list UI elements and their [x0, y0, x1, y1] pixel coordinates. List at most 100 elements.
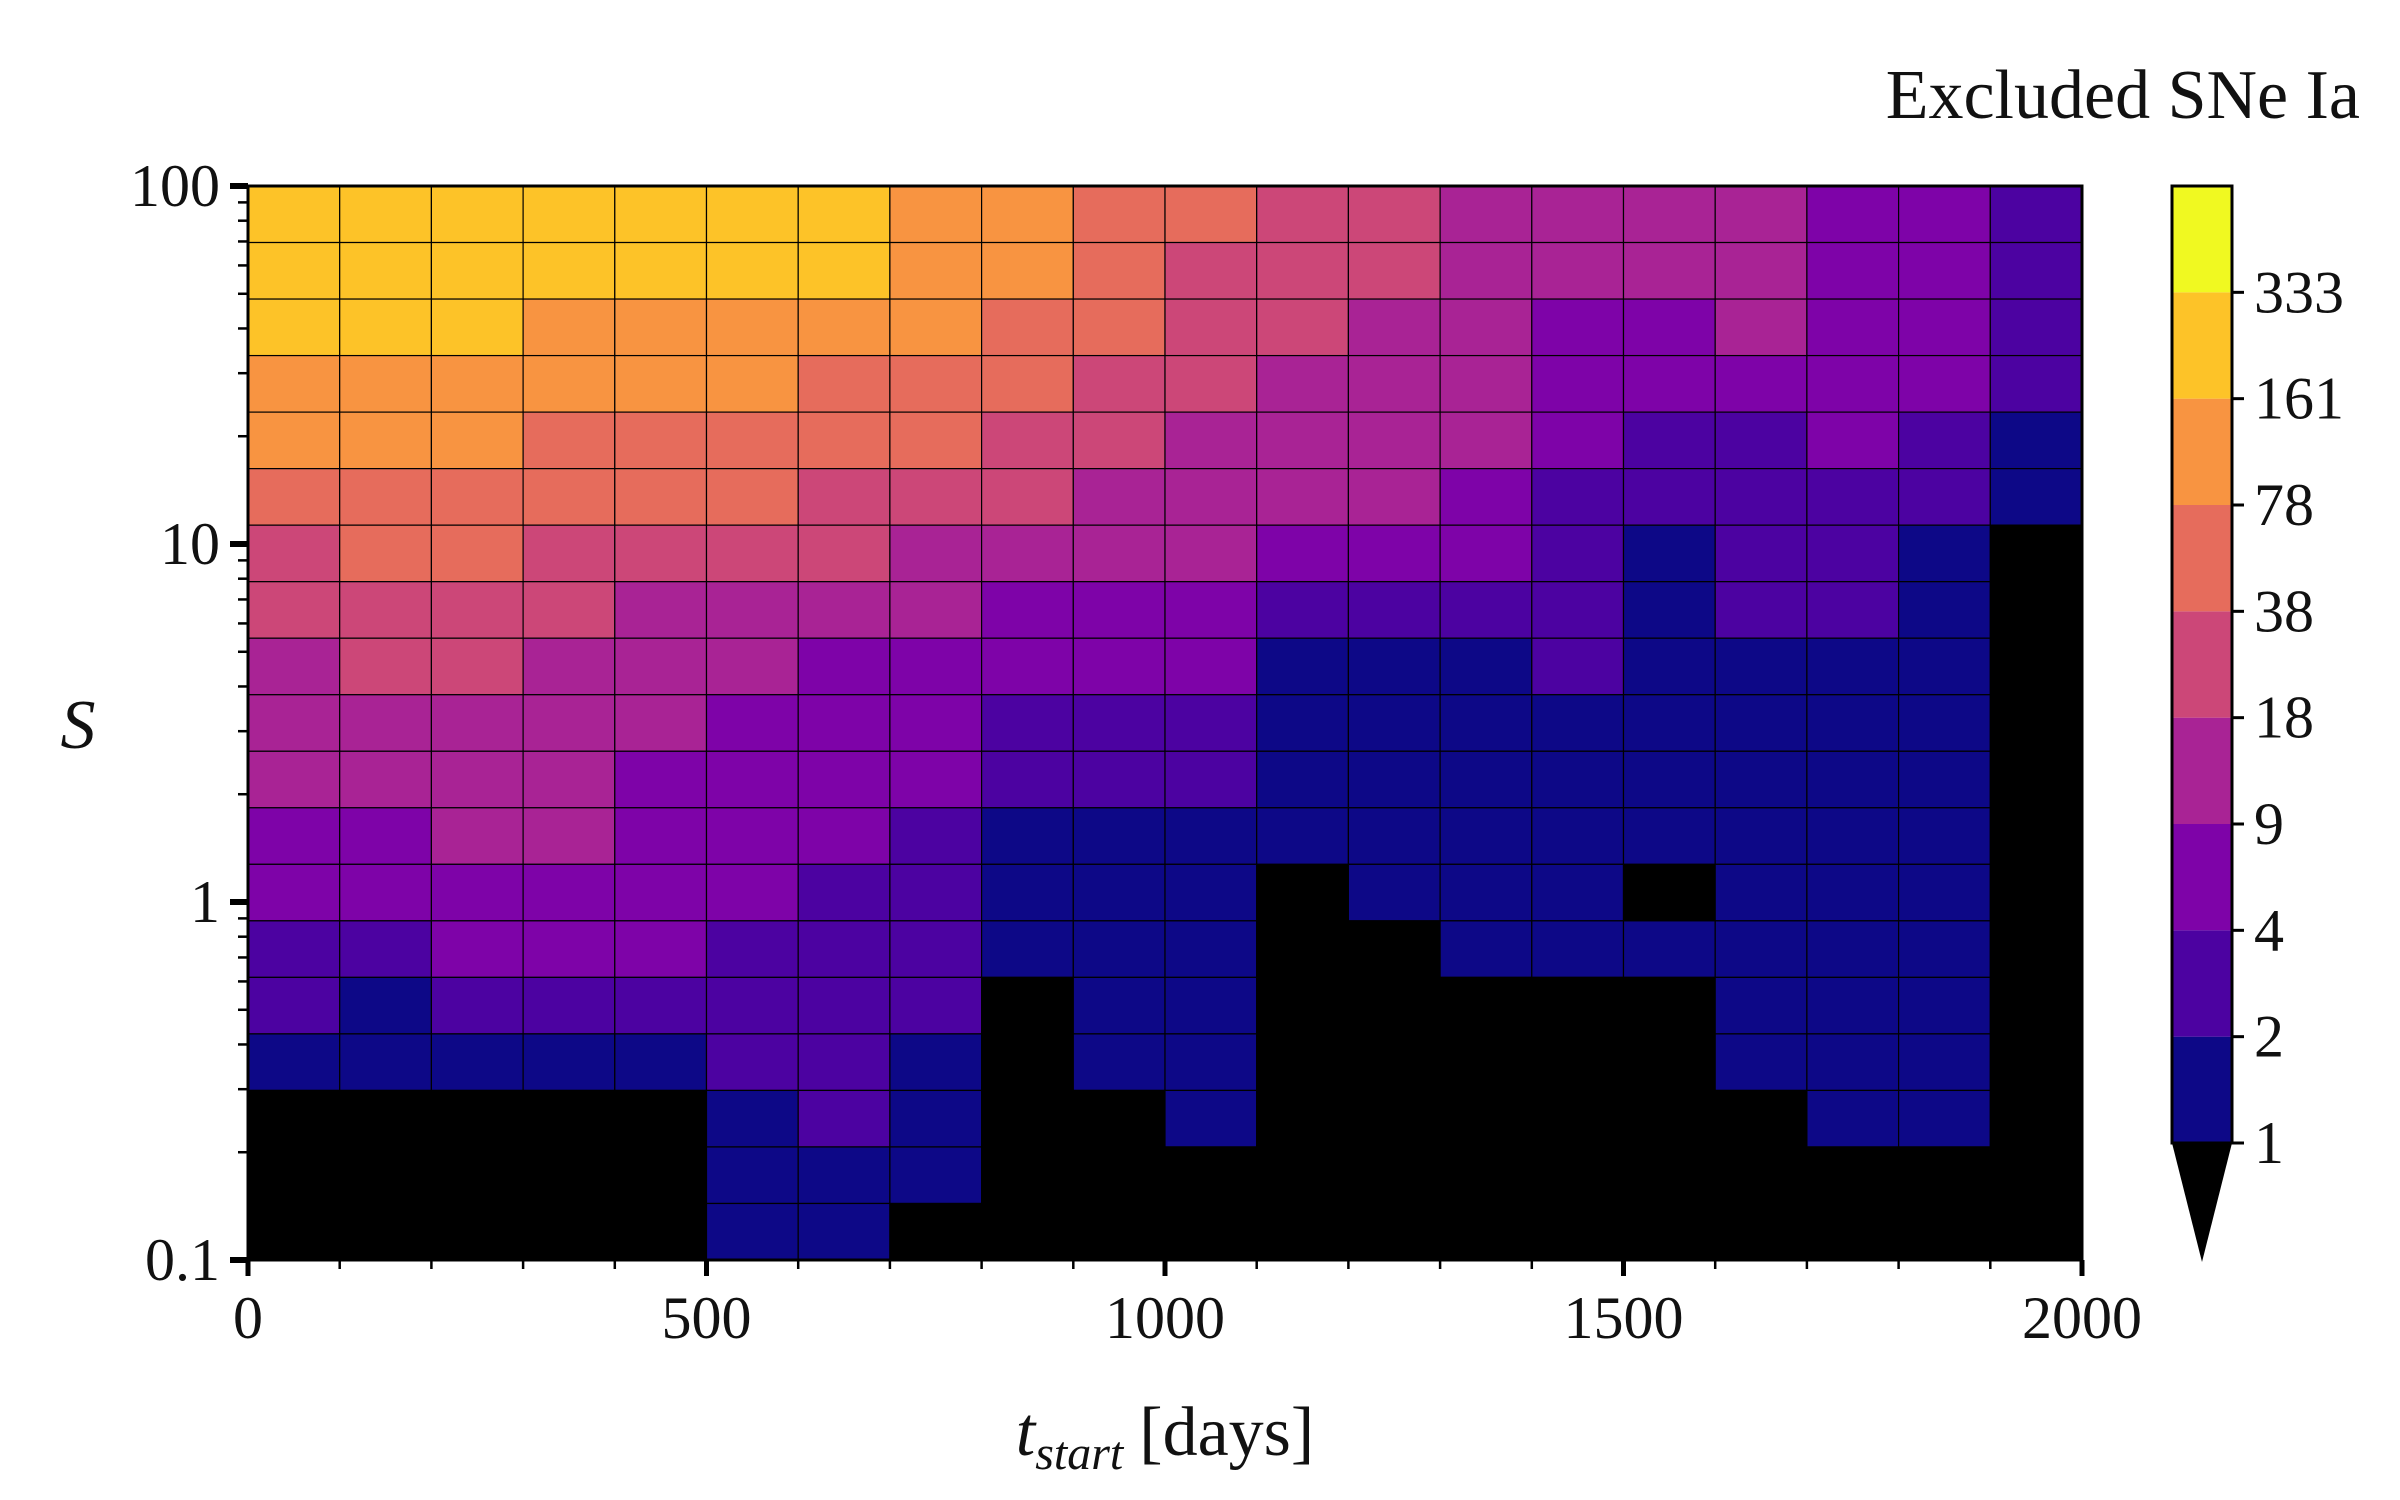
- heatmap-cell: [889, 1202, 983, 1261]
- heatmap-cell: [889, 1089, 983, 1148]
- heatmap-cell: [797, 863, 891, 922]
- heatmap-cell: [889, 524, 983, 583]
- heatmap-cell: [1989, 524, 2083, 583]
- heatmap-cell: [980, 468, 1074, 526]
- heatmap-cell: [522, 750, 616, 809]
- heatmap-cell: [1806, 976, 1900, 1035]
- heatmap-cell: [1164, 581, 1258, 639]
- heatmap-cell: [1622, 411, 1716, 470]
- heatmap-cell: [1806, 524, 1900, 583]
- heatmap-cell: [980, 807, 1074, 865]
- heatmap-cell: [1531, 1202, 1625, 1261]
- heatmap-cell: [1072, 694, 1166, 752]
- heatmap-cell: [797, 807, 891, 865]
- heatmap-cell: [1622, 581, 1716, 639]
- heatmap-cell: [1897, 694, 1991, 752]
- heatmap-cell: [980, 298, 1074, 357]
- heatmap-cell: [1072, 920, 1166, 978]
- heatmap-cell: [247, 694, 341, 752]
- heatmap-cell: [1072, 1089, 1166, 1148]
- heatmap-cell: [1164, 637, 1258, 696]
- heatmap-cell: [797, 1089, 891, 1148]
- heatmap-cell: [339, 354, 433, 413]
- heatmap-cell: [980, 976, 1074, 1035]
- heatmap-cell: [522, 524, 616, 583]
- heatmap-cell: [247, 185, 341, 244]
- heatmap-cell: [1072, 750, 1166, 809]
- heatmap-cell: [1531, 411, 1625, 470]
- heatmap-cell: [247, 1202, 341, 1261]
- heatmap-cell: [1072, 1202, 1166, 1261]
- heatmap-cell: [1531, 468, 1625, 526]
- heatmap-cell: [1347, 241, 1441, 300]
- heatmap-cell: [430, 807, 524, 865]
- heatmap-cell: [797, 298, 891, 357]
- x-axis: 0 500 1000 1500 2000: [233, 1260, 2142, 1351]
- heatmap-cell: [1897, 750, 1991, 809]
- heatmap-cell: [247, 354, 341, 413]
- heatmap-cell: [1164, 976, 1258, 1035]
- heatmap-cells: [247, 185, 2083, 1261]
- colorbar-tick-label: 161: [2254, 366, 2344, 432]
- heatmap-cell: [797, 524, 891, 583]
- heatmap-cell: [1347, 354, 1441, 413]
- heatmap-cell: [1347, 411, 1441, 470]
- heatmap-cell: [1072, 976, 1166, 1035]
- heatmap-cell: [705, 1146, 799, 1205]
- heatmap-cell: [980, 1146, 1074, 1205]
- heatmap-cell: [1072, 637, 1166, 696]
- heatmap-cell: [522, 411, 616, 470]
- heatmap-cell: [614, 750, 708, 809]
- heatmap-cell: [1531, 581, 1625, 639]
- heatmap-cell: [614, 637, 708, 696]
- heatmap-cell: [1714, 241, 1808, 300]
- heatmap-cell: [614, 1146, 708, 1205]
- colorbar-segment: [2172, 1036, 2232, 1143]
- heatmap-cell: [522, 1033, 616, 1092]
- heatmap-cell: [1439, 637, 1533, 696]
- colorbar-segment: [2172, 611, 2232, 718]
- heatmap-cell: [889, 354, 983, 413]
- heatmap-cell: [1806, 863, 1900, 922]
- heatmap-cell: [1989, 976, 2083, 1035]
- heatmap-cell: [980, 354, 1074, 413]
- heatmap-cell: [1347, 185, 1441, 244]
- heatmap-cell: [1714, 411, 1808, 470]
- heatmap-cell: [1806, 185, 1900, 244]
- heatmap-cell: [1989, 354, 2083, 413]
- heatmap-cell: [430, 468, 524, 526]
- heatmap-cell: [889, 920, 983, 978]
- colorbar-tick-label: 38: [2254, 578, 2314, 644]
- heatmap-cell: [1072, 807, 1166, 865]
- heatmap-cell: [889, 863, 983, 922]
- y-tick-label: 100: [130, 153, 220, 219]
- heatmap-cell: [1806, 750, 1900, 809]
- heatmap-cell: [430, 241, 524, 300]
- heatmap-cell: [1531, 976, 1625, 1035]
- x-tick-label: 500: [662, 1285, 752, 1351]
- x-tick-label: 2000: [2022, 1285, 2142, 1351]
- heatmap-cell: [614, 241, 708, 300]
- heatmap-cell: [614, 354, 708, 413]
- heatmap-cell: [614, 920, 708, 978]
- heatmap-cell: [1989, 1202, 2083, 1261]
- heatmap-cell: [980, 694, 1074, 752]
- heatmap-cell: [889, 976, 983, 1035]
- heatmap-cell: [889, 637, 983, 696]
- heatmap-cell: [247, 863, 341, 922]
- heatmap-cell: [1897, 298, 1991, 357]
- heatmap-cell: [889, 750, 983, 809]
- heatmap-cell: [430, 1089, 524, 1148]
- heatmap-cell: [430, 976, 524, 1035]
- heatmap-cell: [1072, 1146, 1166, 1205]
- heatmap-cell: [247, 1033, 341, 1092]
- heatmap-cell: [430, 694, 524, 752]
- heatmap-cell: [1714, 468, 1808, 526]
- heatmap-cell: [980, 581, 1074, 639]
- heatmap-cell: [1072, 581, 1166, 639]
- heatmap-cell: [1989, 1089, 2083, 1148]
- heatmap-cell: [1072, 411, 1166, 470]
- heatmap-cell: [1164, 298, 1258, 357]
- heatmap-cell: [247, 468, 341, 526]
- heatmap-cell: [247, 581, 341, 639]
